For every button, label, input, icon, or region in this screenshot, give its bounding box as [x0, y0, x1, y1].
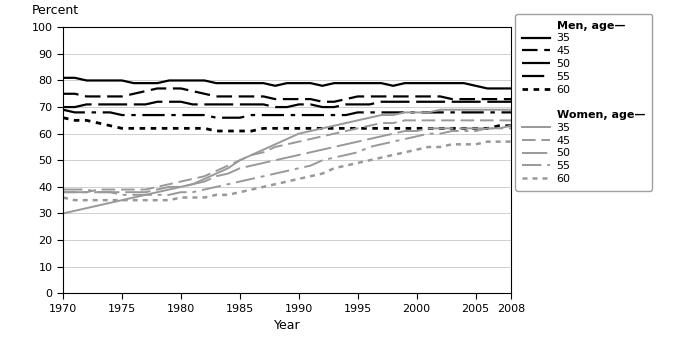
Text: Percent: Percent: [32, 4, 79, 17]
X-axis label: Year: Year: [274, 319, 300, 332]
Legend: Men, age—, 35, 45, 50, 55, 60, , Women, age—, 35, 45, 50, 55, 60: Men, age—, 35, 45, 50, 55, 60, , Women, …: [515, 14, 652, 191]
